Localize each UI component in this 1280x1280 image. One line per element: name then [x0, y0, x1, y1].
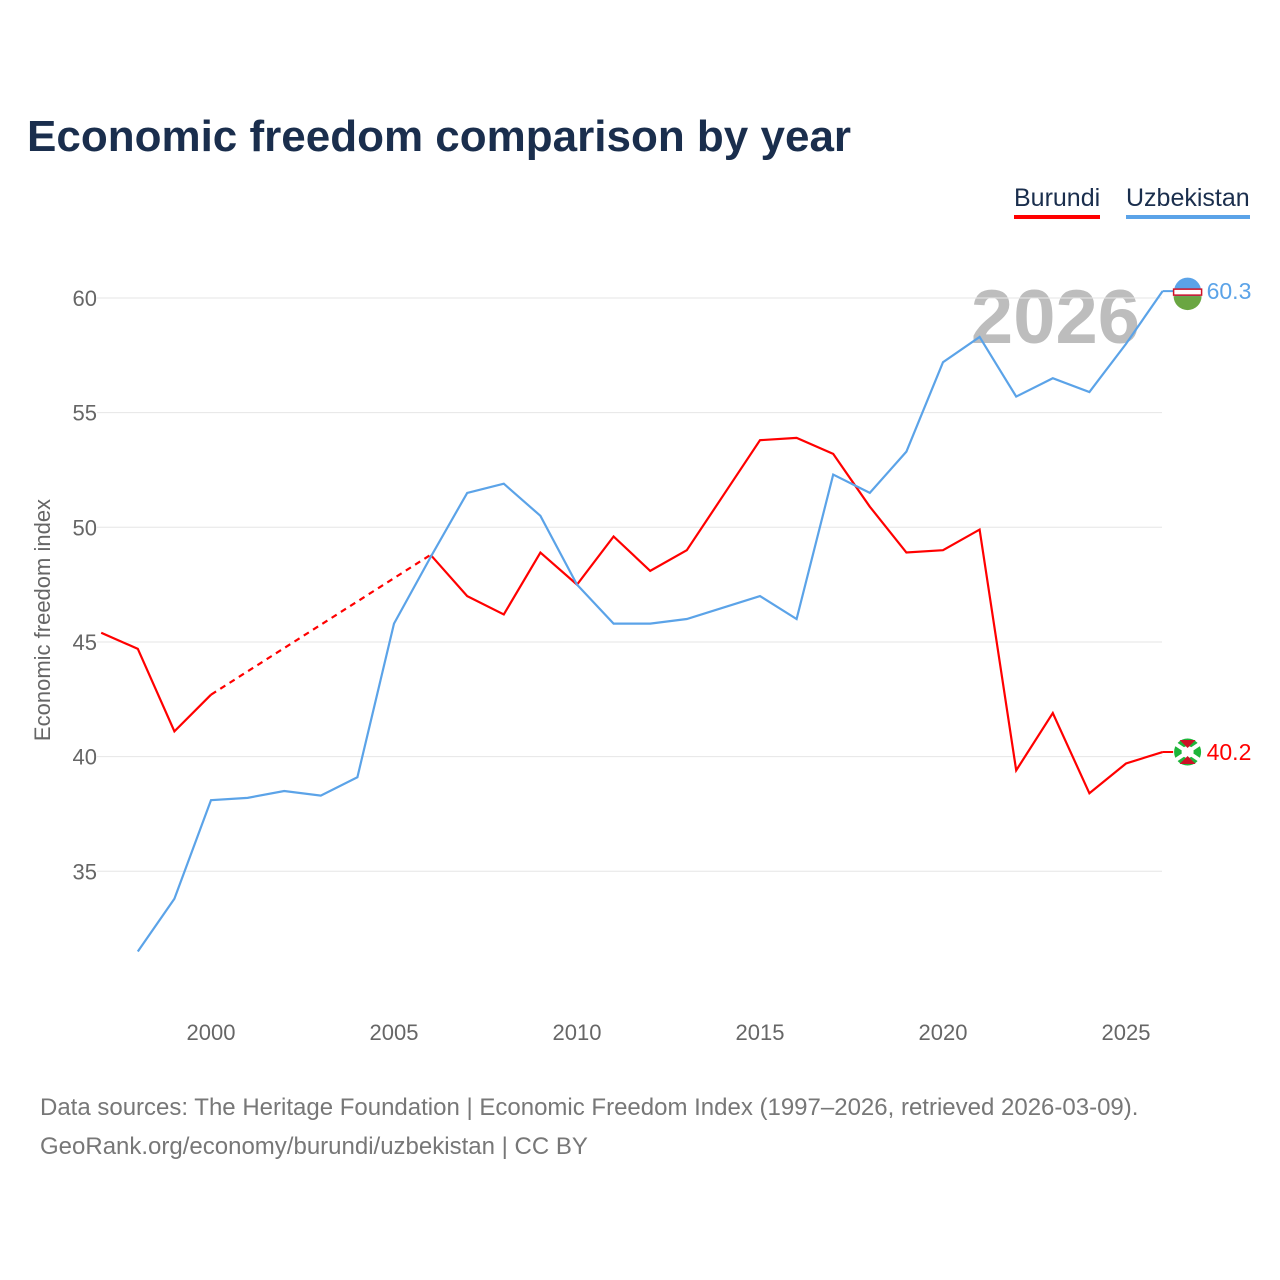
x-tick-label: 2000 — [187, 1020, 236, 1045]
y-tick-label: 60 — [73, 286, 97, 311]
y-tick-label: 40 — [73, 745, 97, 770]
x-tick-label: 2025 — [1102, 1020, 1151, 1045]
uzbekistan-end-label: 60.3 — [1207, 278, 1252, 304]
legend-burundi[interactable]: Burundi — [1014, 184, 1101, 219]
burundi-line — [429, 436, 1163, 796]
source-note: Data sources: The Heritage Foundation | … — [40, 1088, 1138, 1166]
y-axis-label: Economic freedom index — [30, 499, 55, 741]
y-tick-label: 45 — [73, 630, 97, 655]
burundi-gap-line — [210, 553, 432, 696]
chart-title: Economic freedom comparison by year — [27, 112, 852, 161]
burundi-line — [100, 631, 212, 734]
source-line-1: Data sources: The Heritage Foundation | … — [40, 1094, 1139, 1121]
x-tick-label: 2005 — [370, 1020, 419, 1045]
x-tick-label: 2015 — [736, 1020, 785, 1045]
flag-disc — [1181, 746, 1194, 759]
uzbekistan-line — [136, 290, 1164, 953]
year-watermark: 2026 — [971, 275, 1140, 360]
y-tick-label: 50 — [73, 515, 97, 540]
flag-red — [1179, 740, 1196, 765]
x-tick-label: 2010 — [553, 1020, 602, 1045]
flag-green — [1173, 296, 1202, 311]
source-line-2: GeoRank.org/economy/burundi/uzbekistan |… — [40, 1133, 588, 1160]
burundi-end-label: 40.2 — [1207, 739, 1252, 765]
y-tick-label: 35 — [73, 859, 97, 884]
y-tick-label: 55 — [73, 401, 97, 426]
x-tick-label: 2020 — [919, 1020, 968, 1045]
flag-stripe — [1172, 288, 1203, 296]
legend-uzbekistan[interactable]: Uzbekistan — [1126, 184, 1250, 219]
